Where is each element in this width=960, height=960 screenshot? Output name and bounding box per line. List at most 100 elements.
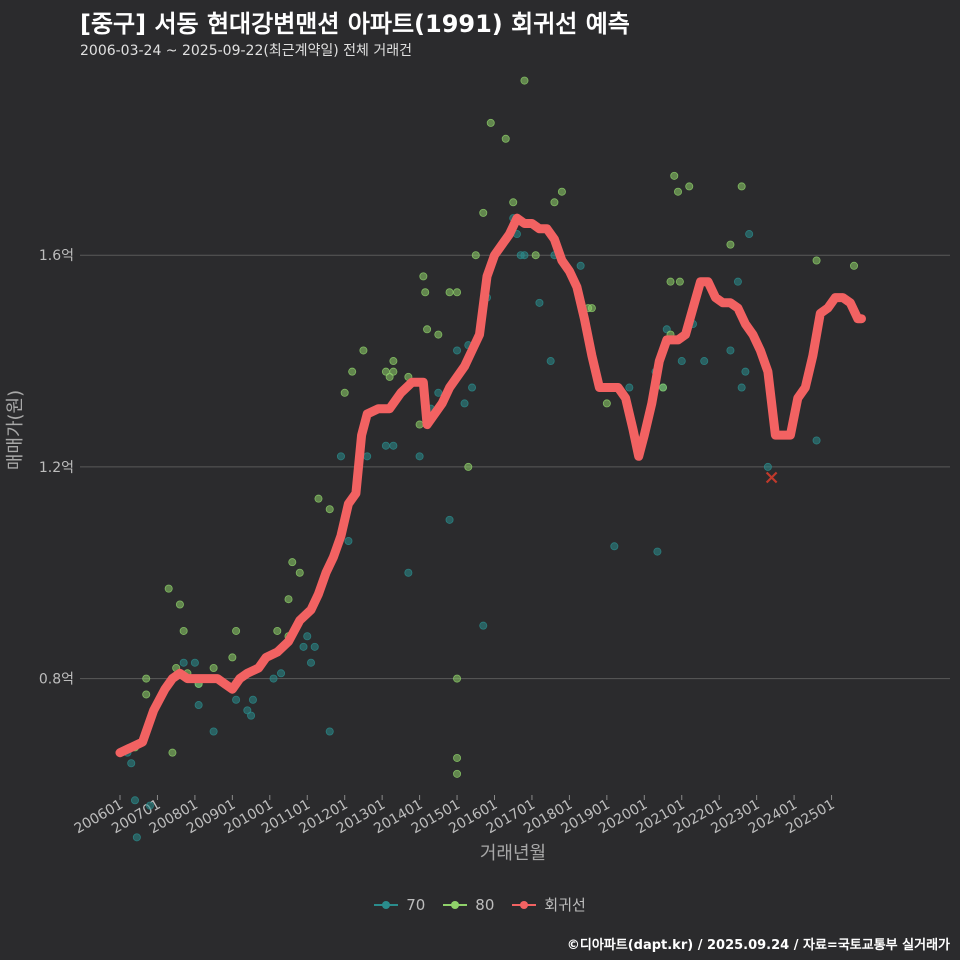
data-point-70: [741, 367, 750, 376]
data-point-70: [363, 452, 372, 461]
data-point-80: [509, 198, 518, 207]
data-point-70: [610, 542, 619, 551]
data-point-80: [325, 505, 334, 514]
data-point-80: [464, 462, 473, 471]
data-point-70: [733, 277, 742, 286]
y-axis-label: 매매가(원): [5, 390, 26, 470]
data-point-80: [175, 600, 184, 609]
data-point-70: [127, 759, 136, 768]
x-axis: 2006012007012008012009012010012011012012…: [72, 795, 838, 837]
data-point-70: [535, 298, 544, 307]
data-point-80: [587, 304, 596, 313]
data-point-80: [415, 420, 424, 429]
data-point-80: [602, 399, 611, 408]
data-point-80: [486, 118, 495, 127]
data-point-80: [479, 208, 488, 217]
data-point-80: [685, 182, 694, 191]
data-point-70: [190, 658, 199, 667]
data-point-80: [453, 288, 462, 297]
data-point-70: [310, 642, 319, 651]
data-point-70: [434, 388, 443, 397]
chart-title: [중구] 서동 현대강변맨션 아파트(1991) 회귀선 예측: [80, 10, 630, 38]
data-point-70: [145, 801, 154, 810]
data-point-70: [247, 711, 256, 720]
y-tick-label: 1.6억: [39, 248, 74, 264]
data-point-70: [653, 547, 662, 556]
data-point-80: [674, 187, 683, 196]
data-point-70: [269, 674, 278, 683]
data-point-80: [389, 367, 398, 376]
data-point-70: [389, 441, 398, 450]
y-axis: 0.8억 1.2억 1.6억: [39, 248, 74, 687]
data-point-80: [453, 753, 462, 762]
data-point-80: [228, 653, 237, 662]
data-point-70: [745, 230, 754, 239]
data-point-70: [576, 261, 585, 270]
data-point-70: [546, 357, 555, 366]
data-point-70: [404, 568, 413, 577]
data-point-80: [434, 330, 443, 339]
data-point-80: [209, 663, 218, 672]
data-point-80: [531, 251, 540, 260]
data-point-80: [445, 288, 454, 297]
data-point-70: [232, 695, 241, 704]
data-point-70: [700, 357, 709, 366]
data-point-80: [419, 272, 428, 281]
data-point-70: [132, 833, 141, 842]
data-point-80: [666, 277, 675, 286]
data-point-70: [460, 399, 469, 408]
regression-line: [115, 213, 866, 758]
data-point-70: [763, 462, 772, 471]
data-point-80: [232, 626, 241, 635]
data-point-80: [142, 690, 151, 699]
legend-key-70: [374, 898, 399, 912]
data-point-80: [423, 325, 432, 334]
data-point-70: [277, 669, 286, 678]
data-point-70: [445, 515, 454, 524]
data-point-80: [359, 346, 368, 355]
legend-item-70: 70: [374, 894, 425, 915]
data-point-80: [550, 198, 559, 207]
legend-key-regression: [512, 898, 537, 912]
data-point-80: [812, 256, 821, 265]
data-point-70: [130, 796, 139, 805]
legend-label-70: 70: [406, 895, 426, 914]
data-point-80: [273, 626, 282, 635]
data-point-80: [314, 494, 323, 503]
data-point-70: [453, 346, 462, 355]
data-point-80: [659, 383, 668, 392]
x-axis-label: 거래년월: [480, 843, 546, 864]
data-point-80: [340, 388, 349, 397]
data-point-80: [471, 251, 480, 260]
data-point-80: [348, 367, 357, 376]
data-point-80: [142, 674, 151, 683]
data-point-80: [557, 187, 566, 196]
legend: 70 80 회귀선: [0, 894, 960, 915]
data-point-70: [677, 357, 686, 366]
data-point-70: [737, 383, 746, 392]
credit-line: ©디아파트(dapt.kr) / 2025.09.24 / 자료=국토교통부 실…: [566, 938, 950, 953]
data-point-80: [520, 76, 529, 85]
data-point-70: [248, 695, 257, 704]
data-point-80: [670, 171, 679, 180]
data-point-70: [209, 727, 218, 736]
data-point-80: [168, 748, 177, 757]
scatter-points: [123, 76, 859, 842]
data-point-80: [726, 240, 735, 249]
data-point-70: [812, 436, 821, 445]
data-point-70: [306, 658, 315, 667]
data-point-80: [295, 568, 304, 577]
data-point-70: [468, 383, 477, 392]
data-point-80: [164, 584, 173, 593]
chart-subtitle: 2006-03-24 ~ 2025-09-22(최근계약일) 전체 거래건: [80, 43, 412, 59]
data-point-80: [389, 357, 398, 366]
data-point-70: [520, 251, 529, 260]
data-point-70: [415, 452, 424, 461]
y-tick-label: 0.8억: [39, 672, 74, 688]
data-point-70: [325, 727, 334, 736]
data-point-70: [179, 658, 188, 667]
data-point-80: [501, 134, 510, 143]
data-point-70: [381, 441, 390, 450]
data-point-80: [453, 674, 462, 683]
